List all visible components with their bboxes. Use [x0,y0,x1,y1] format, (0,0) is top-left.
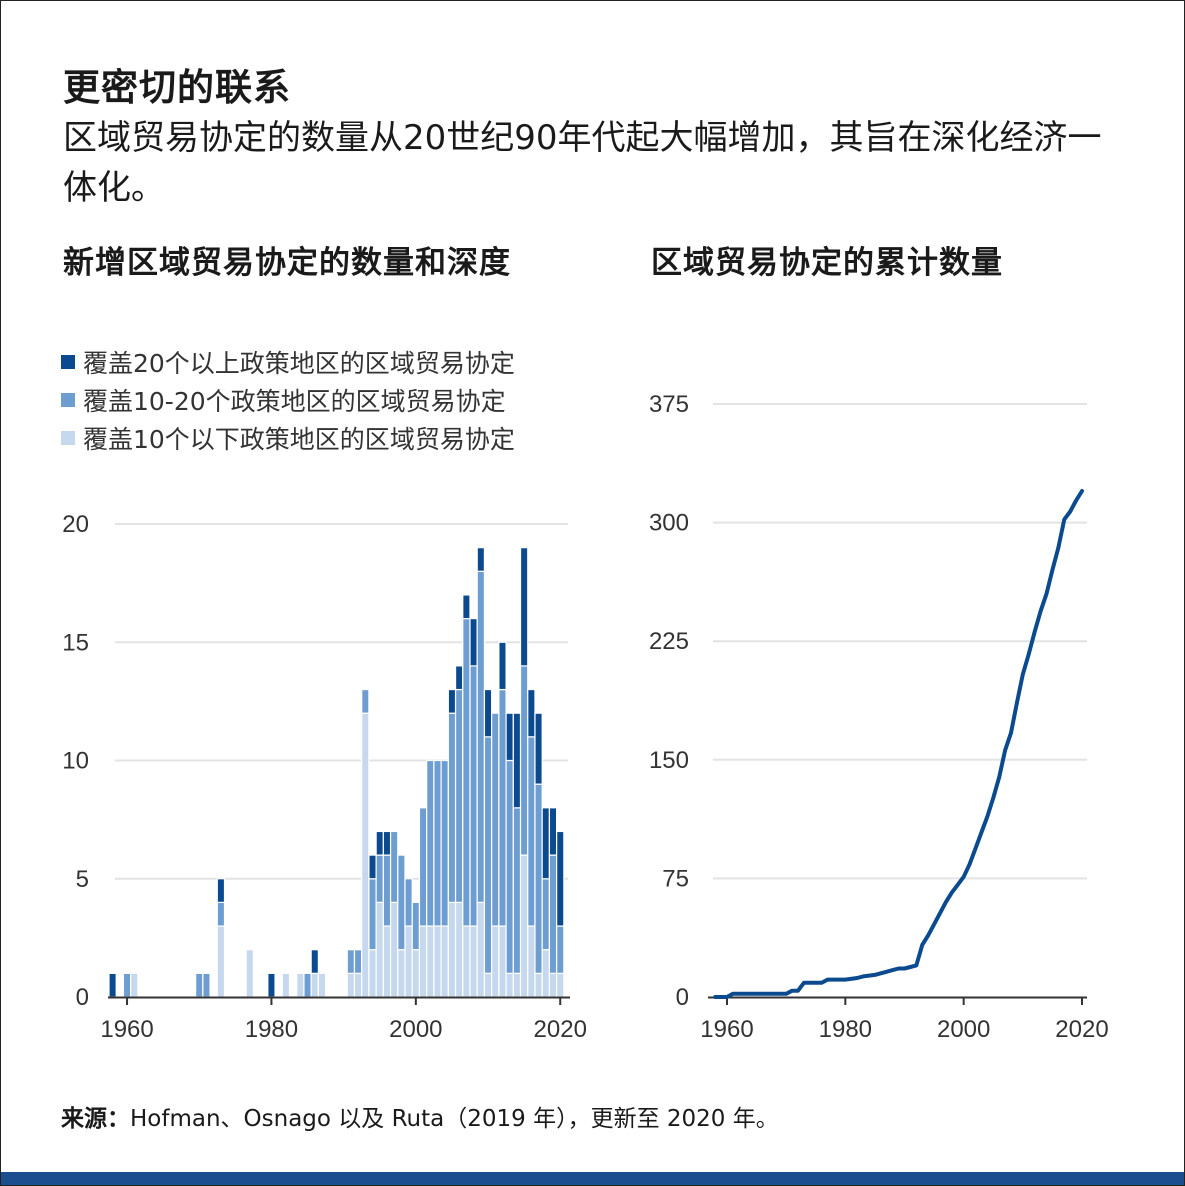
legend-label-light: 覆盖10个以下政策地区的区域贸易协定 [83,425,515,454]
legend-item-light: 覆盖10个以下政策地区的区域贸易协定 [61,419,515,457]
source-text: Hofman、Osnago 以及 Ruta（2019 年），更新至 2020 年… [130,1106,779,1132]
x-tick-label: 2000 [389,1016,442,1043]
legend-label-deep: 覆盖20个以上政策地区的区域贸易协定 [83,349,515,378]
x-tick-label: 2000 [937,1016,990,1043]
legend-item-deep: 覆盖20个以上政策地区的区域贸易协定 [61,343,515,381]
page-title: 更密切的联系 [63,66,291,109]
y-tick-label: 75 [662,865,689,892]
x-tick-label: 1980 [245,1016,298,1043]
bar-segment [519,547,529,667]
y-tick-label: 5 [76,866,89,893]
legend-item-mid: 覆盖10-20个政策地区的区域贸易协定 [61,381,515,419]
bar-segment [556,830,565,927]
y-tick-label: 15 [62,629,89,656]
bar-segment [310,949,319,974]
bar-segment [476,547,486,572]
legend-swatch-light [61,431,75,445]
cumulative-line [713,489,1084,999]
x-tick-label: 1960 [700,1016,753,1043]
bar-segment [216,878,226,903]
y-tick-label: 300 [649,510,689,537]
legend-swatch-mid [61,393,75,407]
legend-swatch-deep [61,355,75,369]
y-tick-label: 225 [649,628,689,655]
y-tick-label: 20 [62,511,89,538]
bar-chart-title: 新增区域贸易协定的数量和深度 [63,245,511,281]
page-subtitle: 区域贸易协定的数量从20世纪90年代起大幅增加，其旨在深化经济一体化。 [63,118,1102,208]
x-tick-label: 2020 [1055,1016,1108,1043]
bar-segment [361,688,370,714]
bar-segment [534,712,543,785]
x-tick-label: 1980 [819,1016,872,1043]
line-chart-title: 区域贸易协定的累计数量 [651,245,1003,281]
bar-segment [498,641,507,691]
legend-label-mid: 覆盖10-20个政策地区的区域贸易协定 [83,387,506,416]
y-tick-label: 10 [62,748,89,775]
bar-legend: 覆盖20个以上政策地区的区域贸易协定 覆盖10-20个政策地区的区域贸易协定 覆… [61,343,515,457]
bottom-accent-bar [1,1172,1184,1185]
bar-segment [462,594,471,620]
y-tick-label: 375 [649,391,689,418]
x-tick-label: 1960 [100,1016,153,1043]
x-tick-label: 2020 [534,1016,587,1043]
y-tick-label: 150 [649,747,689,774]
y-tick-label: 0 [76,984,89,1011]
source-note: 来源：Hofman、Osnago 以及 Ruta（2019 年），更新至 202… [61,1099,779,1133]
source-label: 来源： [61,1106,130,1132]
y-tick-label: 0 [676,984,689,1011]
